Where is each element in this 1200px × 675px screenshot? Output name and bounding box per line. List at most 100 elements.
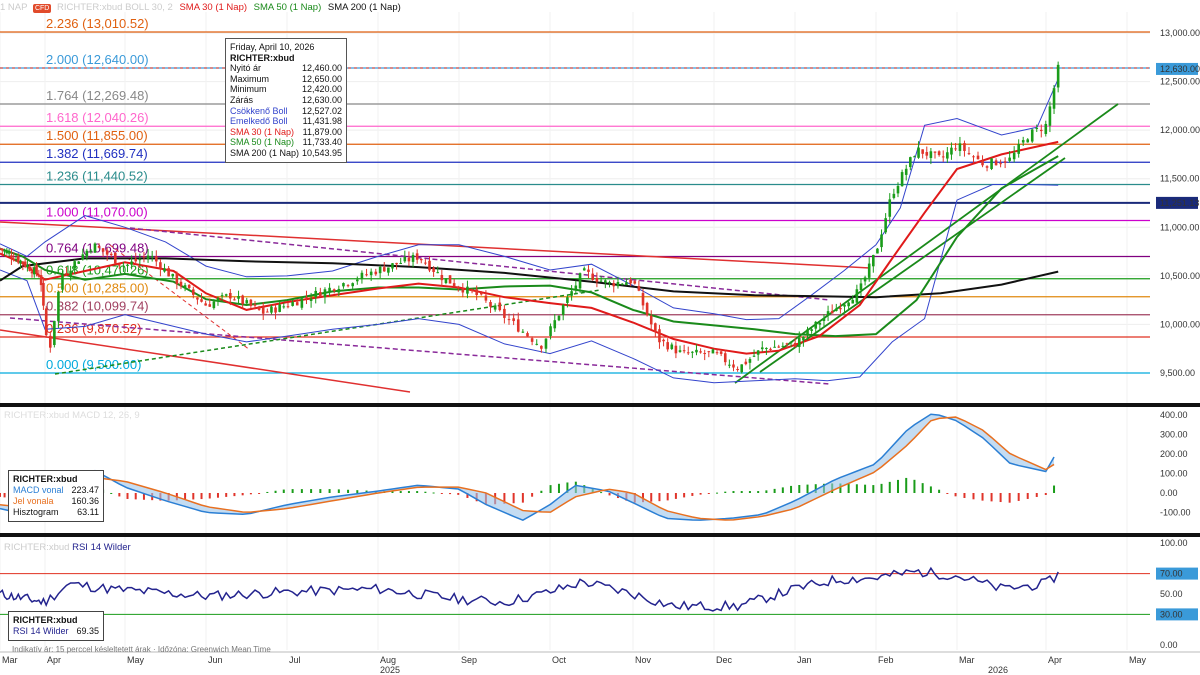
candle-body [896, 185, 900, 194]
candle-body [407, 257, 411, 262]
macd-histogram-bar [424, 491, 427, 493]
tooltip-row-value: 12,527.02 [301, 105, 342, 116]
tooltip-row-label: Emelkedő Boll [230, 116, 288, 127]
candle-body [351, 283, 354, 287]
candle-body [834, 308, 838, 311]
candle-body [237, 296, 240, 299]
candle-body [0, 248, 4, 251]
candle-body [65, 273, 68, 275]
header-prefix: 1 NAP [0, 2, 28, 13]
macd-histogram-bar [954, 493, 957, 497]
candle-body [424, 262, 427, 264]
header-sma50: SMA 50 (1 Nap) [253, 2, 322, 13]
candle-body [744, 361, 748, 365]
candle-body [249, 299, 253, 306]
macd-title: RICHTER:xbud MACD 12, 26, 9 [4, 410, 140, 421]
candle-body [212, 301, 216, 309]
cfd-badge: CFD [32, 4, 52, 13]
candle-body [929, 151, 933, 158]
candle-body [183, 285, 187, 289]
footer-note: Indikatív ár: 15 perccel késleltetett ár… [12, 645, 271, 654]
macd-legend-label: MACD vonal [13, 485, 64, 495]
candle-body [266, 311, 269, 313]
candle-body [138, 259, 142, 261]
tooltip-row: SMA 200 (1 Nap) 10,543.95 [230, 148, 342, 159]
candle-body [19, 260, 22, 264]
candle-body [26, 265, 29, 268]
macd-histogram-bar [905, 477, 908, 493]
candle-body [723, 353, 727, 363]
candle-body [444, 278, 448, 284]
axes: 13,000.00 12,500.00 12,000.00 11,500.00 11,0… [0, 28, 1200, 653]
candle-body [641, 292, 645, 306]
price-tick-label: 10,500.00 [1160, 271, 1200, 281]
macd-histogram-bar [765, 490, 768, 493]
macd-histogram-bar [929, 486, 932, 493]
macd-histogram-bar [757, 491, 760, 493]
month-label: May [1129, 655, 1147, 665]
candle-body [342, 283, 345, 287]
macd-legend-row: Jel vonala 160.36 [13, 496, 99, 507]
macd-legend-label: Jel vonala [13, 496, 54, 506]
candle-body [21, 261, 25, 264]
fib-label: 0.764 (10,699.48) [46, 240, 149, 255]
rsi-title-label: RSI 14 Wilder [72, 542, 131, 553]
candle-body [73, 261, 76, 269]
candle-body [113, 252, 117, 264]
candle-body [620, 283, 624, 285]
header-instrument: RICHTER:xbud [56, 2, 123, 13]
macd-histogram-bar [981, 493, 984, 501]
candle-body [658, 329, 661, 343]
macd-histogram-bar [1017, 493, 1020, 501]
candle-body [179, 281, 183, 287]
candle-body [171, 273, 175, 277]
macd-histogram-bar [724, 491, 727, 493]
macd-histogram-bar [658, 493, 661, 502]
macd-histogram-bar [566, 482, 569, 493]
candle-body [822, 318, 826, 321]
candle-body [440, 275, 444, 281]
panel-divider [0, 533, 1200, 537]
candle-body [12, 258, 16, 261]
price-tick-label: 11,500.00 [1160, 174, 1199, 184]
macd-tick-label: 300.00 [1160, 430, 1188, 440]
candle-body [612, 283, 616, 287]
tooltip-row-value: 12,460.00 [301, 63, 342, 74]
rsi-legend-value: 69.35 [76, 626, 99, 636]
candle-body [101, 248, 105, 252]
month-label: Feb [878, 655, 894, 665]
macd-histogram-bar [440, 493, 443, 494]
macd-histogram-bar [880, 483, 883, 493]
month-label: May [127, 655, 145, 665]
macd-histogram-bar [806, 484, 809, 493]
candle-body [855, 289, 859, 303]
candle-body [1056, 64, 1060, 88]
candle-body [719, 351, 723, 354]
macd-histogram-bar [814, 484, 817, 493]
candle-body [503, 308, 506, 318]
candle-body [332, 289, 336, 292]
candle-body [42, 282, 45, 306]
candle-body [270, 306, 273, 313]
macd-legend-symbol: RICHTER:xbud [13, 474, 78, 484]
candle-body [843, 304, 846, 307]
macd-histogram-bar [258, 493, 261, 494]
fib-label: 2.236 (13,010.52) [46, 16, 149, 31]
rsi-legend: RICHTER:xbud RSI 14 Wilder 69.35 [8, 611, 104, 641]
macd-histogram-bar [650, 493, 653, 502]
candle-body [950, 147, 953, 155]
candle-body [921, 149, 924, 154]
candle-body [599, 280, 603, 282]
candle-body [1012, 152, 1016, 160]
signal-line [0, 416, 1055, 521]
header-sma200: SMA 200 (1 Nap) [327, 2, 401, 13]
tooltip-row-value: 12,630.00 [301, 94, 342, 105]
candle-body [126, 264, 129, 267]
trend-line-lower [0, 329, 411, 393]
candle-body [566, 297, 569, 303]
candle-body [516, 319, 520, 332]
tooltip-row: Minimum 12,420.00 [230, 84, 342, 95]
candle-body [760, 347, 764, 350]
sma30-line [0, 140, 1059, 355]
macd-histogram-bar [512, 493, 515, 504]
